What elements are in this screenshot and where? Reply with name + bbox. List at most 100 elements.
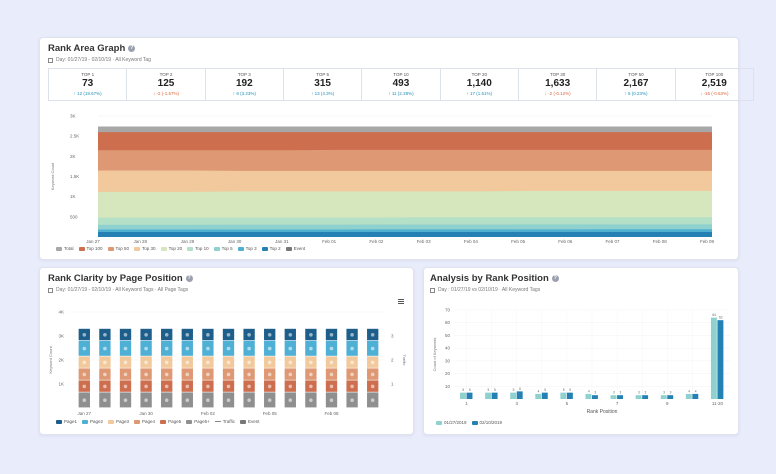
legend-swatch <box>108 419 115 424</box>
help-icon[interactable]: ? <box>128 45 136 52</box>
bar-data-label: 3 <box>594 391 596 395</box>
top-cell-top-30[interactable]: TOP 30 1,633 ↓ -2 (-0.12%) <box>519 69 598 100</box>
calendar-icon <box>48 287 53 293</box>
bar-marker <box>247 346 251 351</box>
top-change-value: 12 (19.67%) <box>77 91 102 96</box>
legend-item-top-2[interactable]: Top 2 <box>261 246 281 251</box>
bar-marker <box>370 384 375 389</box>
bar-01-27-2019 <box>460 392 466 399</box>
bar-marker <box>288 398 293 402</box>
bar-marker <box>309 346 313 351</box>
x-tick-label: 1 <box>465 401 468 406</box>
bar-marker <box>309 372 313 377</box>
legend-item-page2[interactable]: Page2 <box>82 419 103 424</box>
bar-marker <box>144 384 148 389</box>
rank-area-title-row: Rank Area Graph ? <box>48 43 151 54</box>
legend-swatch <box>214 421 221 422</box>
bar-02-10-2019 <box>466 392 473 399</box>
bar-marker <box>226 398 231 402</box>
y-tick-label: 20 <box>445 371 451 376</box>
bar-marker <box>288 360 293 365</box>
calendar-icon <box>430 287 435 293</box>
legend-item-top-50[interactable]: Top 50 <box>107 246 129 251</box>
top-cell-top-3[interactable]: TOP 3 192 ↑ 6 (3.23%) <box>206 69 284 100</box>
analysis-title-row: Analysis by Rank Position ? <box>430 273 559 284</box>
top-change: ↑ 5 (0.23%) <box>597 91 674 96</box>
bar-data-label: 5 <box>569 388 571 392</box>
bar-data-label: 5 <box>462 388 464 392</box>
bar-marker <box>350 384 354 389</box>
bar-marker <box>164 398 169 402</box>
chart-menu-icon[interactable] <box>398 299 404 304</box>
bar-data-label: 6 <box>519 387 521 391</box>
legend-item-top-5[interactable]: Top 5 <box>213 246 233 251</box>
rank-clarity-title: Rank Clarity by Page Position <box>48 273 183 284</box>
bar-01-27-2019 <box>710 317 717 399</box>
bar-marker <box>267 384 272 389</box>
legend-swatch <box>56 419 62 424</box>
bar-data-label: 62 <box>719 316 723 320</box>
bar-data-label: 4 <box>695 389 697 393</box>
legend-item-top-3[interactable]: Top 3 <box>237 246 257 251</box>
bar-02-10-2019 <box>516 391 523 399</box>
bar-02-10-2019 <box>592 395 598 399</box>
top-cell-top-1[interactable]: TOP 1 73 ↑ 12 (19.67%) <box>49 69 128 100</box>
bar-data-label: 3 <box>613 391 615 395</box>
bar-01-27-2019 <box>660 395 667 399</box>
legend-item-top-30[interactable]: Top 30 <box>134 246 156 251</box>
legend-item-page1[interactable]: Page1 <box>56 419 77 424</box>
legend-item-page4[interactable]: Page4 <box>134 419 155 424</box>
top-change: ↑ 11 (2.28%) <box>362 91 439 96</box>
top-cell-top-20[interactable]: TOP 20 1,140 ↑ 17 (1.51%) <box>441 69 519 100</box>
rank-area-card: Rank Area Graph ? Day: 01/27/19 - 02/10/… <box>39 37 754 260</box>
bar-marker <box>185 333 190 337</box>
legend-item-event[interactable]: Event <box>239 419 260 424</box>
top-cell-top-10[interactable]: TOP 10 493 ↑ 11 (2.28%) <box>362 69 441 100</box>
legend-item-01-27-2019[interactable]: 01/27/2019 <box>436 420 467 425</box>
top-cell-top-2[interactable]: TOP 2 125 ↓ -2 (-1.57%) <box>127 69 206 100</box>
legend-item-page5-[interactable]: Page5+ <box>186 419 210 424</box>
bar-marker <box>288 384 293 389</box>
legend-item-total[interactable]: Total <box>56 246 74 251</box>
y-tick-label: 50 <box>445 333 451 338</box>
help-icon[interactable]: ? <box>185 275 193 282</box>
bar-marker <box>144 372 148 377</box>
bar-marker <box>123 384 128 389</box>
bar-marker <box>247 398 251 402</box>
bar-marker <box>164 360 169 365</box>
legend-label: Page3 <box>116 419 130 424</box>
top-label: TOP 3 <box>237 72 251 77</box>
legend-item-page3[interactable]: Page3 <box>108 419 129 424</box>
top-cell-top-100[interactable]: TOP 100 2,519 ↓ -16 (-0.63%) <box>676 69 753 100</box>
bar-marker <box>103 372 107 377</box>
top-cell-top-50[interactable]: TOP 50 2,167 ↑ 5 (0.23%) <box>597 69 676 100</box>
rank-area-chart: 3K 2.5K 2K 1.5K 1K 500 Keyword Count Jan 27 Jan … <box>50 114 715 245</box>
top-change-value: -16 (-0.63%) <box>703 91 729 96</box>
legend-item-top-10[interactable]: Top 10 <box>187 246 209 251</box>
legend-item-02-10-2019[interactable]: 02/10/2019 <box>471 420 502 425</box>
bar-marker <box>103 384 107 389</box>
top-change: ↓ -2 (-1.57%) <box>127 91 204 96</box>
x-tick-label: Feb 09 <box>700 239 715 244</box>
rank-clarity-legend: Page1 Page2 Page3 Page4 Page5 Page5+ Traffic Ev… <box>56 419 260 424</box>
bar-marker <box>329 346 334 351</box>
bar-marker <box>144 333 148 337</box>
bar-marker <box>226 372 231 377</box>
legend-label: Page5+ <box>194 419 210 424</box>
bar-marker <box>247 372 251 377</box>
help-icon[interactable]: ? <box>551 275 559 282</box>
bar-marker <box>185 398 190 402</box>
bar-data-label: 3 <box>645 391 647 395</box>
legend-label: 01/27/2019 <box>444 420 467 425</box>
legend-label: Top 2 <box>269 246 281 251</box>
top-cell-top-5[interactable]: TOP 5 315 ↑ 13 (4.3%) <box>284 69 363 100</box>
bar-marker <box>329 333 334 337</box>
top-label: TOP 5 <box>316 72 330 77</box>
legend-item-event[interactable]: Event <box>285 246 305 251</box>
legend-item-traffic[interactable]: Traffic <box>214 419 235 424</box>
legend-item-page5[interactable]: Page5 <box>160 419 181 424</box>
legend-item-top-100[interactable]: Top 100 <box>78 246 103 251</box>
legend-item-top-20[interactable]: Top 20 <box>160 246 182 251</box>
top-change-value: 11 (2.28%) <box>391 91 414 96</box>
y2-axis-label: Traffic <box>402 355 407 366</box>
